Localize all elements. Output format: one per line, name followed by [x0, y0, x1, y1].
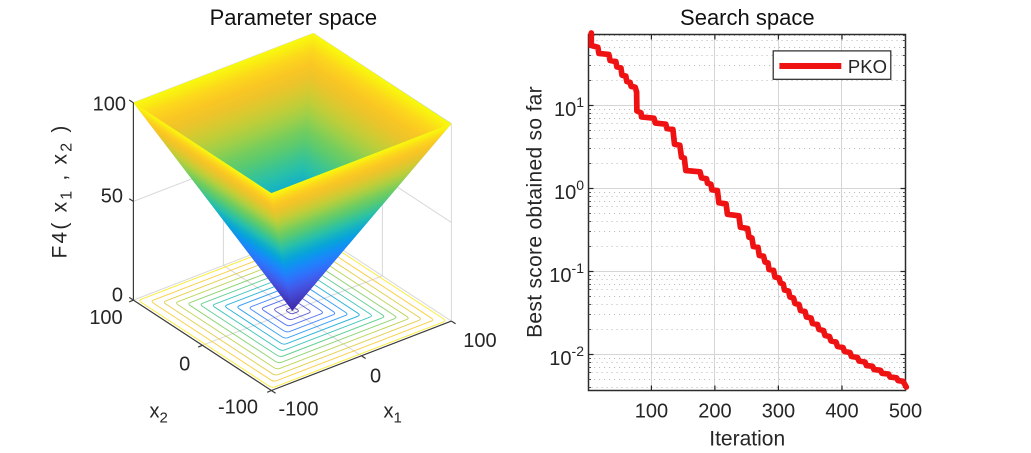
svg-text:100: 100	[93, 94, 126, 116]
svg-text:0: 0	[179, 354, 190, 376]
svg-text:0: 0	[370, 366, 381, 388]
svg-text:Search space: Search space	[680, 5, 815, 30]
svg-text:Parameter space: Parameter space	[210, 5, 378, 30]
svg-text:400: 400	[825, 401, 858, 423]
svg-text:50: 50	[101, 186, 123, 208]
svg-text:100: 100	[463, 330, 496, 352]
svg-text:Best score obtained so far: Best score obtained so far	[524, 86, 547, 338]
svg-text:500: 500	[889, 401, 922, 423]
svg-text:-100: -100	[278, 399, 318, 421]
svg-text:Iteration: Iteration	[709, 428, 785, 451]
svg-text:100: 100	[635, 401, 668, 423]
svg-text:100: 100	[89, 307, 122, 329]
svg-text:0: 0	[112, 285, 123, 307]
svg-text:300: 300	[762, 401, 795, 423]
svg-text:-100: -100	[218, 397, 258, 419]
svg-text:200: 200	[698, 401, 731, 423]
svg-text:PKO: PKO	[848, 56, 887, 77]
